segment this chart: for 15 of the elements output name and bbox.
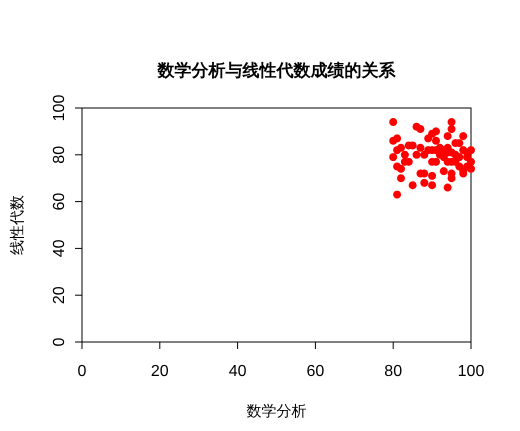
y-tick-label: 60 [51, 192, 68, 210]
y-axis-title: 线性代数 [9, 195, 26, 255]
x-tick-label: 100 [458, 363, 484, 380]
x-tick-label: 40 [228, 363, 247, 380]
y-tick-label: 20 [51, 286, 68, 304]
y-tick-label: 80 [51, 146, 68, 164]
x-axis-title: 数学分析 [246, 403, 306, 420]
y-tick-label: 40 [51, 239, 68, 258]
y-tick-label: 0 [51, 337, 68, 346]
x-tick-label: 0 [78, 363, 87, 380]
chart-title: 数学分析与线性代数成绩的关系 [156, 61, 396, 80]
x-tick-label: 60 [306, 363, 324, 380]
x-tick-label: 20 [150, 363, 169, 380]
y-tick-label: 100 [51, 94, 68, 122]
x-tick-label: 80 [384, 363, 402, 380]
